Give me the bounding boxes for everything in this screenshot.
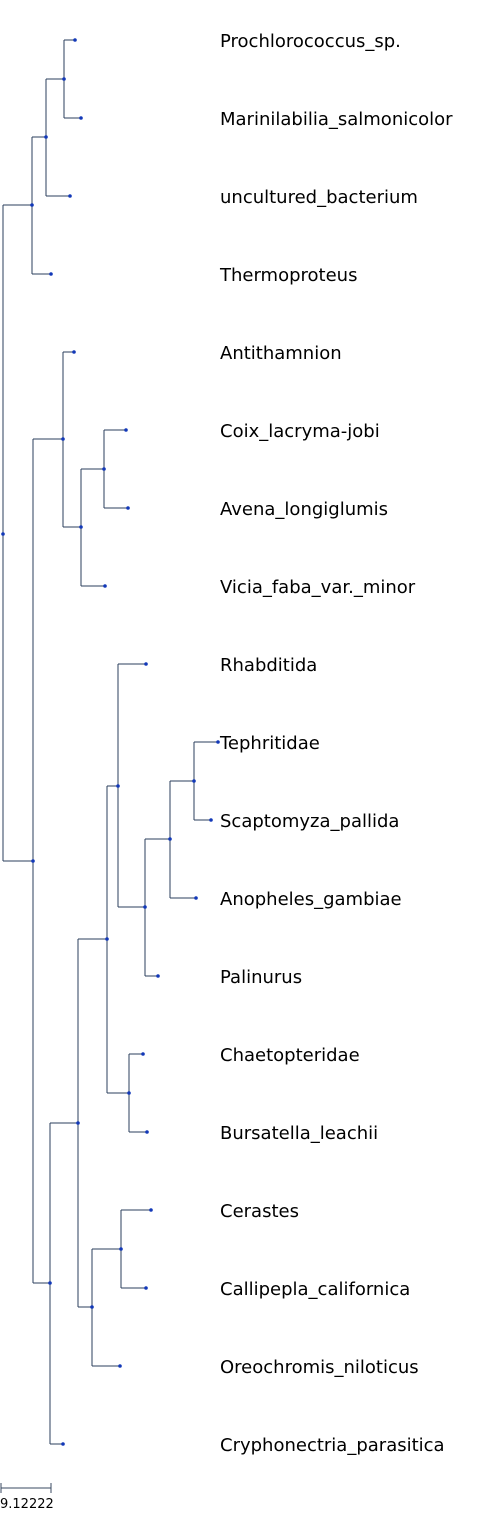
leaf-label-uncultured-bacterium: uncultured_bacterium <box>220 187 418 208</box>
internal-node-n_G <box>127 1091 131 1095</box>
leaf-label-antithamnion: Antithamnion <box>220 343 342 364</box>
leaf-node-13 <box>141 1052 145 1056</box>
internal-node-n_B2 <box>102 467 106 471</box>
leaf-node-3 <box>49 272 53 276</box>
leaf-label-tephritidae: Tephritidae <box>219 733 320 754</box>
leaf-label-coix-lacryma-jobi: Coix_lacryma-jobi <box>220 421 380 442</box>
leaf-label-thermoproteus: Thermoproteus <box>219 265 357 286</box>
leaf-node-8 <box>144 662 148 666</box>
leaf-node-7 <box>103 584 107 588</box>
leaf-node-2 <box>68 194 72 198</box>
internal-node-n_H <box>90 1305 94 1309</box>
internal-node-n_D <box>76 1121 80 1125</box>
leaf-node-11 <box>194 896 198 900</box>
leaf-label-scaptomyza-pallida: Scaptomyza_pallida <box>220 811 399 832</box>
internal-node-n_E <box>105 937 109 941</box>
leaf-node-15 <box>149 1208 153 1212</box>
internal-node-n_A1 <box>44 135 48 139</box>
leaf-node-16 <box>144 1286 148 1290</box>
leaf-label-cerastes: Cerastes <box>220 1201 299 1222</box>
tree-branches <box>2 39 218 1445</box>
leaf-node-14 <box>145 1130 149 1134</box>
scale-bar: 9.12222 <box>0 1483 54 1512</box>
leaf-node-1 <box>79 116 83 120</box>
leaf-node-10 <box>209 818 213 822</box>
internal-node-n_F1 <box>143 905 147 909</box>
leaf-label-bursatella-leachii: Bursatella_leachii <box>220 1123 378 1144</box>
leaf-label-vicia-faba-var-minor: Vicia_faba_var._minor <box>220 577 416 598</box>
leaf-label-oreochromis-niloticus: Oreochromis_niloticus <box>220 1357 419 1378</box>
leaf-node-12 <box>156 974 160 978</box>
leaf-node-0 <box>73 38 77 42</box>
internal-node-n_F <box>116 784 120 788</box>
leaf-node-5 <box>124 428 128 432</box>
leaf-node-6 <box>126 506 130 510</box>
leaf-label-chaetopteridae: Chaetopteridae <box>220 1045 360 1066</box>
internal-node-n_A2 <box>62 77 66 81</box>
leaf-label-rhabditida: Rhabditida <box>220 655 317 676</box>
leaf-node-9 <box>216 740 220 744</box>
leaf-label-cryphonectria-parasitica: Cryphonectria_parasitica <box>220 1435 445 1456</box>
leaf-label-palinurus: Palinurus <box>220 967 302 988</box>
leaf-node-17 <box>118 1364 122 1368</box>
leaf-label-callipepla-californica: Callipepla_californica <box>220 1279 410 1300</box>
internal-node-n_B1 <box>79 525 83 529</box>
internal-node-n_C <box>48 1281 52 1285</box>
leaf-label-avena-longiglumis: Avena_longiglumis <box>220 499 388 520</box>
internal-node-n_H1 <box>119 1247 123 1251</box>
leaf-label-anopheles-gambiae: Anopheles_gambiae <box>220 889 402 910</box>
internal-node-n_A <box>30 203 34 207</box>
leaf-label-marinilabilia-salmonicolor: Marinilabilia_salmonicolor <box>220 109 453 130</box>
leaf-node-4 <box>72 350 76 354</box>
leaf-node-18 <box>61 1442 65 1446</box>
internal-node-n_R <box>31 859 35 863</box>
tree-nodes <box>1 38 220 1446</box>
leaf-labels: Prochlorococcus_sp. Marinilabilia_salmon… <box>219 31 453 1456</box>
internal-node-n_F3 <box>192 779 196 783</box>
leaf-label-prochlorococcus-sp: Prochlorococcus_sp. <box>220 31 401 52</box>
internal-node-n_B <box>61 437 65 441</box>
internal-node-n_F2 <box>168 837 172 841</box>
scale-bar-label: 9.12222 <box>0 1497 54 1512</box>
internal-node-n_root <box>1 532 5 536</box>
